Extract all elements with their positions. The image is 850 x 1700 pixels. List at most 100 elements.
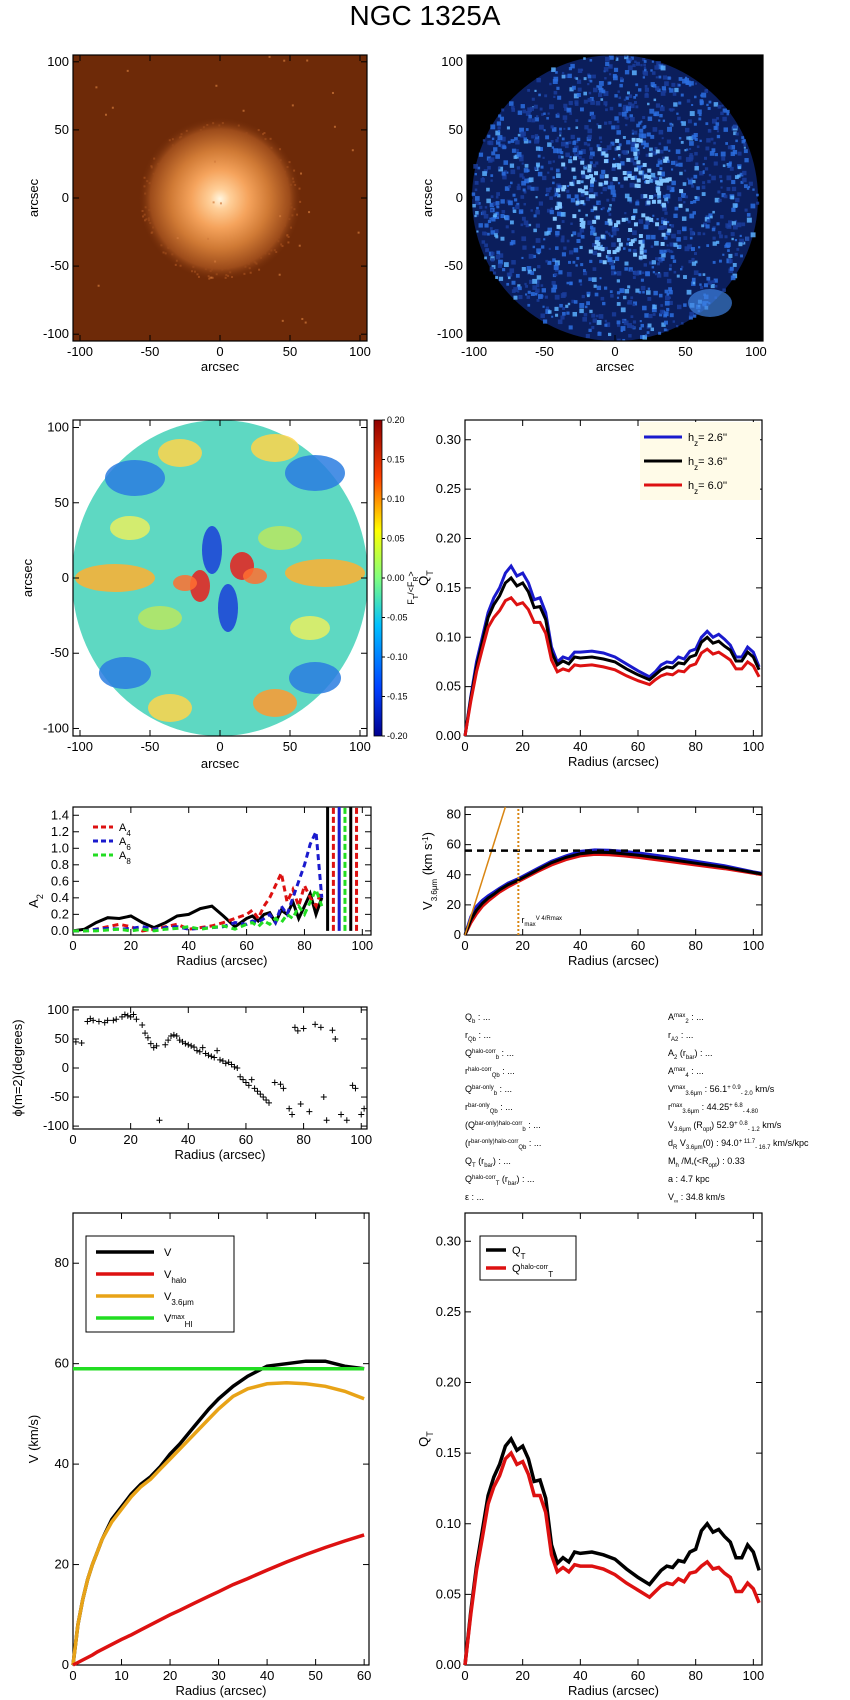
gas-pixel: [618, 103, 622, 107]
gas-pixel: [689, 230, 695, 236]
gas-pixel: [574, 100, 579, 105]
gas-pixel: [573, 300, 578, 304]
map-blob: [173, 575, 197, 591]
gas-pixel: [629, 157, 635, 163]
bright-gas-pixel: [649, 217, 654, 222]
gas-pixel: [660, 171, 665, 177]
gas-pixel: [576, 238, 581, 244]
gas-pixel: [474, 196, 480, 201]
rising-line: [464, 806, 507, 936]
legend-label: A6: [119, 836, 131, 852]
gas-pixel: [588, 328, 592, 332]
gas-pixel: [649, 147, 653, 152]
gas-pixel: [661, 220, 665, 224]
colorbar-tick-label: 0.15: [387, 455, 405, 465]
legend-label: hz= 3.6'': [688, 456, 727, 472]
gas-pixel: [610, 270, 616, 276]
gas-pixel: [635, 83, 639, 87]
gas-pixel: [609, 73, 612, 76]
bright-gas-pixel: [581, 224, 586, 229]
gas-pixel: [668, 108, 672, 111]
gas-pixel: [645, 220, 650, 226]
gas-pixel: [561, 141, 566, 147]
gas-pixel: [670, 186, 675, 192]
star-pixel: [351, 149, 354, 152]
gas-pixel: [509, 268, 515, 273]
bright-gas-pixel: [626, 157, 631, 162]
y-tick-label: 0: [62, 570, 69, 585]
gas-pixel: [510, 181, 513, 185]
figure-title: NGC 1325A: [349, 0, 501, 31]
gas-pixel: [643, 63, 646, 67]
gas-pixel: [544, 94, 548, 98]
gas-pixel: [535, 146, 541, 151]
y-tick-label: 60: [447, 837, 461, 852]
gas-pixel: [646, 197, 650, 201]
series-line: [73, 826, 324, 933]
gas-pixel: [741, 222, 746, 227]
bright-gas-pixel: [657, 191, 662, 196]
gas-pixel: [660, 65, 666, 71]
gas-pixel: [645, 153, 649, 157]
gas-pixel: [569, 281, 573, 285]
series-line: [463, 848, 763, 936]
gas-pixel: [639, 327, 642, 330]
colorbar-tick-label: 0.20: [387, 415, 405, 425]
gas-pixel: [615, 125, 620, 130]
gas-pixel: [599, 277, 602, 280]
gas-pixel: [697, 231, 701, 236]
gas-pixel: [633, 208, 638, 214]
info-row: (rbar-only)halo-corrQb : ...: [465, 1138, 541, 1151]
x-tick-label: 40: [181, 1132, 195, 1147]
gas-pixel: [580, 149, 586, 155]
gas-pixel: [654, 194, 657, 197]
gas-pixel: [555, 168, 560, 173]
gas-pixel: [569, 87, 574, 92]
gas-pixel: [750, 203, 756, 209]
gas-pixel: [717, 104, 722, 109]
gas-pixel: [517, 290, 520, 293]
gas-pixel: [675, 324, 679, 328]
gas-pixel: [552, 176, 555, 179]
star-pixel: [212, 201, 215, 204]
gas-pixel: [713, 278, 718, 283]
gas-pixel: [509, 101, 514, 106]
gas-pixel: [663, 271, 669, 277]
gas-pixel: [581, 158, 585, 162]
y-tick-label: 1.4: [51, 807, 69, 822]
gas-pixel: [688, 179, 693, 185]
gas-pixel: [490, 195, 494, 199]
gas-pixel: [526, 295, 531, 299]
gas-pixel: [566, 239, 570, 243]
gas-pixel: [676, 230, 682, 235]
x-tick-label: 20: [515, 938, 529, 953]
gas-pixel: [589, 155, 593, 160]
gas-pixel: [635, 61, 640, 66]
plot-frame: [72, 1212, 370, 1666]
gas-pixel: [570, 234, 574, 237]
bright-gas-pixel: [585, 175, 590, 180]
info-row: Qb : ...: [465, 1012, 490, 1025]
gas-pixel: [495, 235, 499, 239]
gas-pixel: [580, 234, 585, 239]
gas-pixel: [652, 177, 658, 183]
gas-pixel: [722, 288, 726, 292]
data-point: [182, 1040, 189, 1047]
gas-pixel: [694, 260, 698, 264]
bright-gas-pixel: [601, 151, 606, 156]
gas-pixel: [561, 235, 565, 239]
gas-pixel: [652, 271, 656, 274]
gas-pixel: [495, 255, 501, 260]
gas-pixel: [611, 197, 616, 202]
gas-pixel: [607, 232, 611, 235]
gas-pixel: [518, 294, 523, 300]
gas-pixel: [609, 181, 614, 186]
gas-pixel: [531, 135, 535, 139]
bright-gas-pixel: [603, 180, 608, 185]
gas-pixel: [546, 208, 551, 213]
bright-gas-pixel: [630, 239, 635, 244]
gas-pixel: [659, 167, 663, 171]
gas-pixel: [517, 133, 521, 137]
gas-pixel: [629, 200, 633, 204]
gas-pixel: [662, 75, 668, 80]
